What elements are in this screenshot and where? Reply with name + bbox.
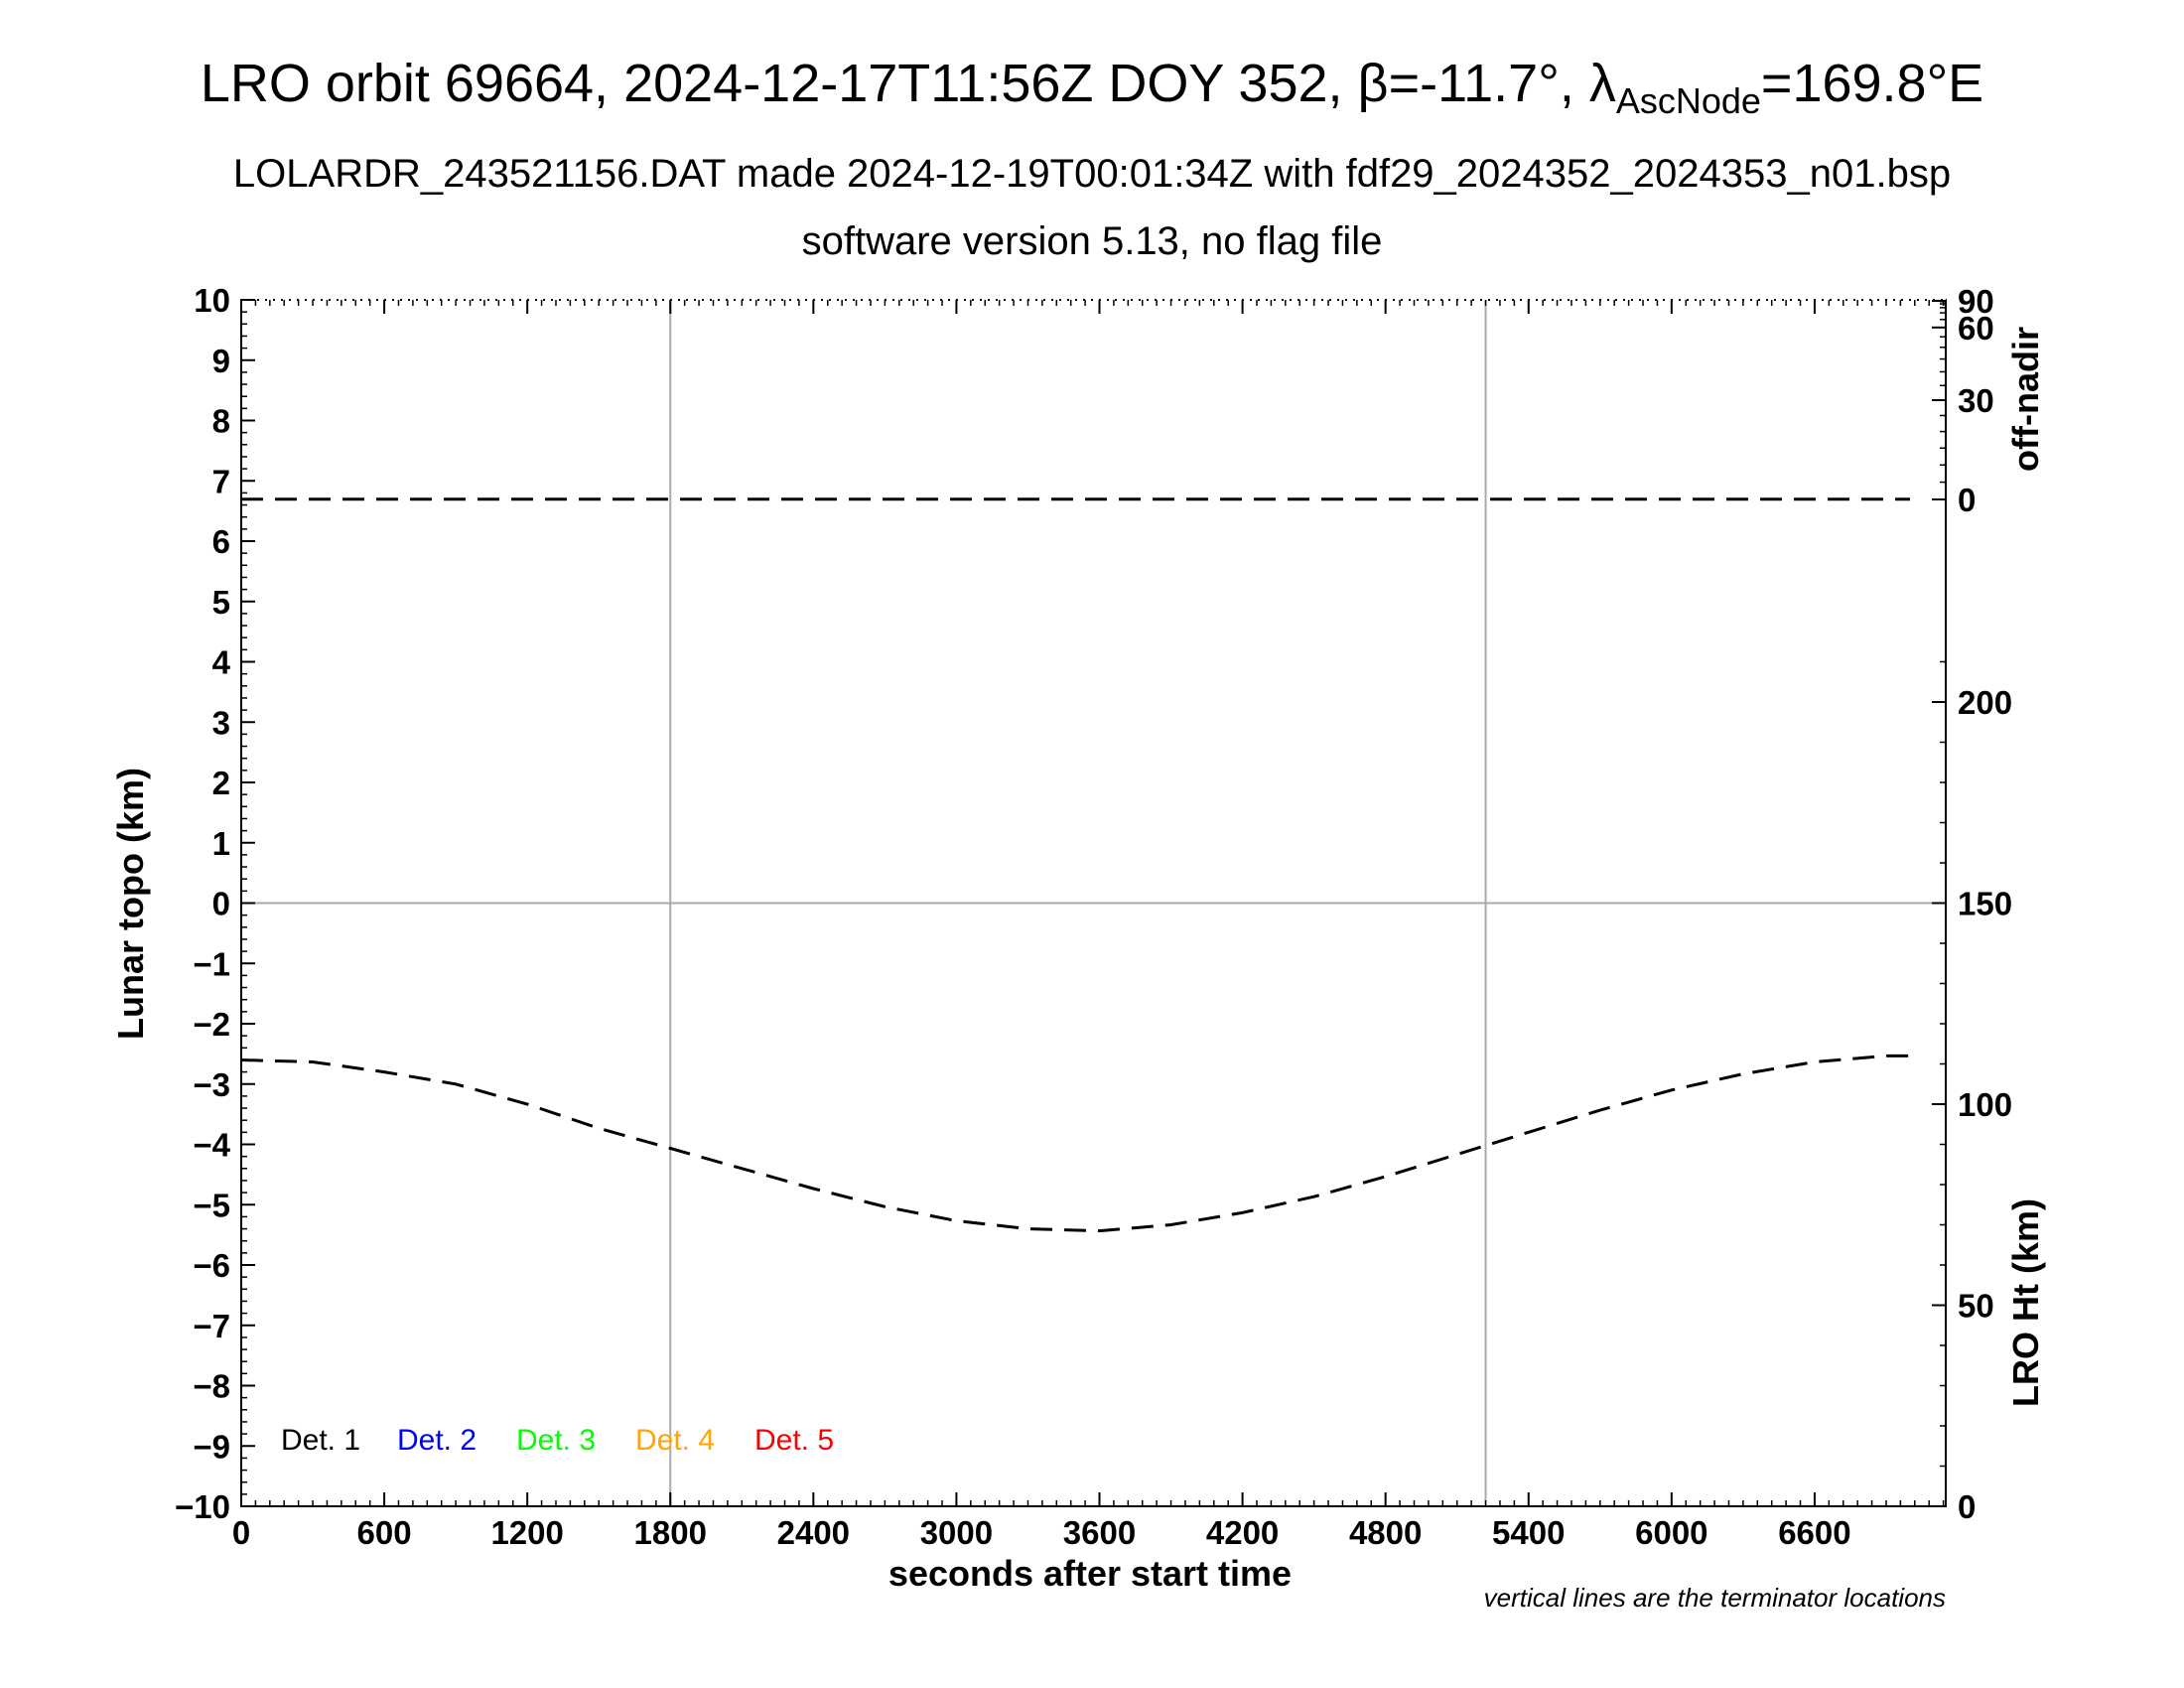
y-right-bottom-tick-label: 0 [1958,1488,1976,1525]
legend: Det. 1 Det. 2 Det. 3 Det. 4 Det. 5 [281,1424,834,1457]
y-right-bottom-tick-label: 100 [1958,1086,2012,1123]
subtitle-file: LOLARDR_243521156.DAT made 2024-12-19T00… [233,152,1951,196]
y-right-top-tick-label: 0 [1958,482,1976,518]
y-left-tick-label: −1 [193,945,230,982]
y-left-tick-label: 10 [194,282,230,319]
x-tick-label: 3600 [1063,1514,1136,1551]
y-left-tick-label: −9 [193,1428,230,1465]
x-tick-label: 6600 [1778,1514,1850,1551]
y-left-tick-label: −8 [193,1368,230,1405]
x-tick-label: 1800 [634,1514,707,1551]
title-main: LRO orbit 69664, 2024-12-17T11:56Z DOY 3… [201,54,1358,113]
y-left-tick-label: −10 [175,1488,230,1525]
x-tick-label: 6000 [1635,1514,1707,1551]
x-tick-label: 5400 [1492,1514,1565,1551]
title-lambda-symbol: λ [1589,54,1616,113]
y-left-tick-label: 9 [212,343,230,379]
y-left-tick-label: 8 [212,403,230,440]
x-tick-label: 1200 [490,1514,563,1551]
y-left-tick-label: 6 [212,523,230,560]
legend-item: Det. 5 [754,1424,834,1457]
y-left-tick-label: 4 [212,644,231,681]
y-right-bottom-tick-label: 50 [1958,1288,1994,1325]
y-left-tick-label: −3 [193,1066,230,1103]
y-right-top-tick-label: 30 [1958,382,1994,419]
x-tick-label: 4200 [1206,1514,1279,1551]
series-line-lro-ht [240,1054,1910,1233]
y-axis-right-bottom-label: LRO Ht (km) [2005,1198,2046,1407]
y-left-tick-label: 7 [212,463,230,499]
title-lambda-subscript: AscNode [1616,80,1761,121]
y-right-bottom-tick-label: 200 [1958,684,2012,721]
x-tick-label: 600 [357,1514,412,1551]
chart-title: LRO orbit 69664, 2024-12-17T11:56Z DOY 3… [201,54,1983,121]
x-axis-label: seconds after start time [888,1553,1292,1594]
plot-area [240,298,1947,1507]
y-right-top-tick-label: 60 [1958,310,1994,347]
subtitle-software: software version 5.13, no flag file [802,219,1383,263]
legend-item: Det. 2 [397,1424,477,1457]
y-left-tick-label: 0 [212,886,230,922]
y-left-tick-label: −4 [193,1127,230,1164]
y-left-tick-label: 3 [212,704,230,741]
title-beta-symbol: β [1358,54,1389,113]
y-left-tick-label: 1 [212,825,230,862]
y-left-tick-label: −7 [193,1308,230,1344]
x-tick-label: 3000 [920,1514,993,1551]
y-right-bottom-tick-labels: 200 150 100 50 0 [1958,684,2012,1525]
legend-item: Det. 4 [635,1424,715,1457]
y-left-tick-label: −2 [193,1006,230,1043]
title-beta-value: =-11.7°, [1389,54,1589,113]
y-right-top-tick-label: 90 [1958,283,1994,320]
y-left-tick-label: 2 [212,765,230,801]
y-left-tick-label: −6 [193,1247,230,1284]
terminator-footnote: vertical lines are the terminator locati… [1484,1583,1946,1613]
x-tick-label: 4800 [1349,1514,1422,1551]
y-right-bottom-tick-label: 150 [1958,886,2012,922]
legend-item: Det. 3 [516,1424,596,1457]
x-tick-label: 2400 [777,1514,850,1551]
y-axis-right-top-label: off-nadir [2005,327,2046,472]
title-lambda-value: =169.8°E [1761,54,1983,113]
y-axis-left-label: Lunar topo (km) [110,768,151,1040]
y-left-tick-label: 5 [212,584,230,621]
x-tick-labels: 0 600 1200 1800 2400 3000 3600 4200 4800 5400 6000… [232,1514,1851,1551]
y-left-tick-label: −5 [193,1187,230,1223]
legend-item: Det. 1 [281,1424,360,1457]
x-tick-label: 0 [232,1514,250,1551]
